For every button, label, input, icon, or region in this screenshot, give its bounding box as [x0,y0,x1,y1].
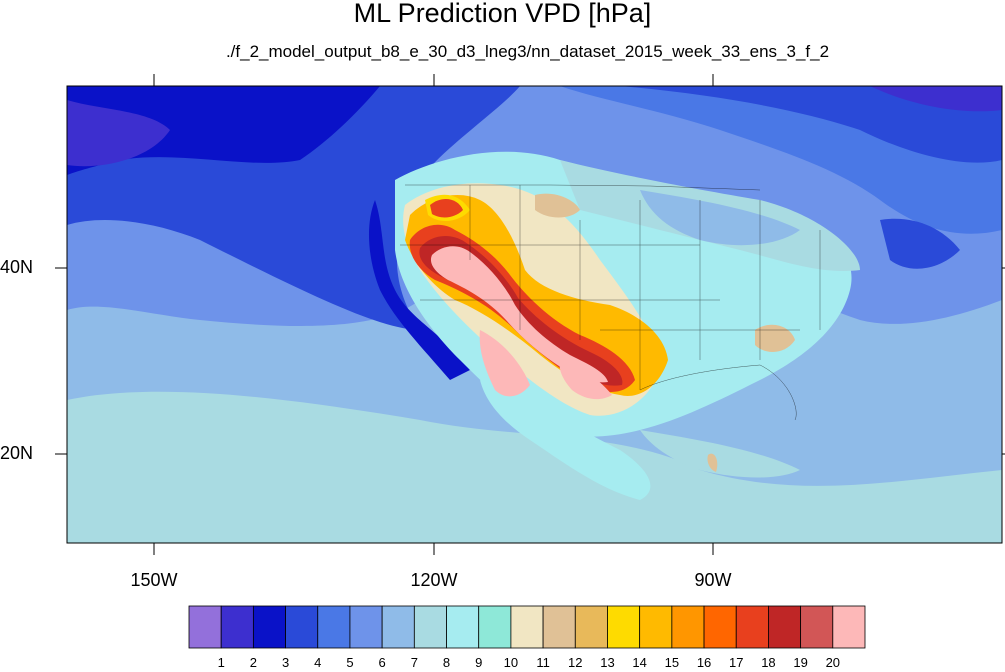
colorbar-tick-label: 6 [378,655,386,670]
lon-label-150w: 150W [130,570,178,590]
colorbar-tick-label: 5 [346,655,354,670]
colorbar-tick-label: 8 [442,655,451,670]
colorbar-swatch [446,605,480,649]
colorbar-swatch [381,605,415,649]
colorbar-tick-label: 1 [217,655,225,670]
colorbar-tick-label: 11 [536,655,550,670]
colorbar-tick-label: 16 [696,655,712,670]
colorbar-tick-label: 12 [568,655,583,670]
colorbar-tick-label: 4 [314,655,322,670]
map-title: ML Prediction VPD [hPa] [353,0,652,28]
colorbar-swatch [768,605,802,649]
colorbar-swatch [188,605,222,649]
colorbar-tick-label: 19 [793,655,808,670]
colorbar-tick-label: 20 [825,655,841,670]
plot-frame [66,85,1003,544]
colorbar-swatch [510,605,544,649]
map-field [67,86,1002,543]
colorbar-tick-label: 15 [664,655,680,670]
colorbar-tick-label: 18 [761,655,776,670]
colorbar-tick-label: 3 [281,655,290,670]
lon-label-120w: 120W [410,570,458,590]
colorbar-swatch [735,605,769,649]
colorbar-swatch [800,605,834,649]
colorbar-swatch [478,605,512,649]
colorbar-tick-label: 2 [249,655,257,670]
colorbar-swatch [542,605,576,649]
map-subtitle: ./f_2_model_output_b8_e_30_d3_lneg3/nn_d… [225,42,830,61]
colorbar-tick-label: 9 [475,655,483,670]
colorbar-swatch [607,605,641,649]
colorbar-tick-label: 7 [410,655,418,670]
lon-label-90w: 90W [694,570,732,590]
colorbar-swatch [703,605,737,649]
colorbar-tick-label: 14 [632,655,647,670]
colorbar-swatch [639,605,673,649]
colorbar-swatch [220,605,254,649]
lat-label-20n: 20N [0,443,34,463]
colorbar-swatch [317,605,351,649]
colorbar-swatch [671,605,705,649]
colorbar-tick-label: 10 [503,655,519,670]
colorbar-tick-label: 13 [600,655,615,670]
colorbar-swatch [413,605,447,649]
colorbar-swatch [285,605,319,649]
colorbar-swatch [252,605,286,649]
colorbar-swatch [349,605,383,649]
colorbar-swatch [574,605,608,649]
colorbar-tick-label: 17 [729,655,744,670]
lat-label-40n: 40N [0,257,34,277]
colorbar-swatch [832,605,866,649]
axis-ticks [55,74,1005,555]
